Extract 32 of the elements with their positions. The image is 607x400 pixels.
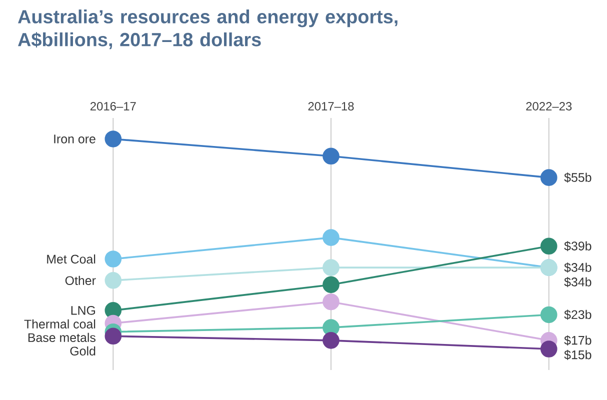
series-label: Met Coal bbox=[47, 254, 96, 264]
data-label: $55b bbox=[564, 172, 592, 183]
series-label: Other bbox=[65, 276, 96, 286]
data-label: $34b bbox=[564, 277, 592, 288]
series-label: Base metals bbox=[28, 332, 96, 342]
x-tick-label: 2017–18 bbox=[308, 102, 354, 110]
x-tick-label: 2016–17 bbox=[90, 102, 136, 110]
point bbox=[322, 259, 340, 276]
data-label: $15b bbox=[564, 350, 592, 360]
chart-title: Australia’s resources and energy exports, A$billions, 2017–18 dollars bbox=[18, 10, 398, 50]
point bbox=[540, 169, 558, 186]
data-label: $23b bbox=[564, 310, 592, 320]
point bbox=[104, 328, 122, 345]
data-label: $34b bbox=[564, 262, 592, 273]
data-label: $39b bbox=[564, 241, 592, 252]
point bbox=[104, 272, 122, 289]
point bbox=[322, 293, 340, 310]
point bbox=[104, 250, 122, 268]
series-label: Iron ore bbox=[54, 134, 96, 144]
point bbox=[322, 148, 340, 165]
x-tick-label: 2022–23 bbox=[526, 102, 572, 110]
point bbox=[540, 238, 558, 255]
data-label: $17b bbox=[564, 335, 592, 346]
series-label: Gold bbox=[70, 346, 96, 356]
point bbox=[540, 340, 558, 358]
series-label: Thermal coal bbox=[24, 319, 96, 329]
point bbox=[322, 229, 340, 246]
point bbox=[540, 306, 558, 324]
series-label: LNG bbox=[71, 306, 96, 315]
point bbox=[322, 276, 340, 294]
point bbox=[104, 130, 122, 148]
point bbox=[322, 332, 340, 349]
